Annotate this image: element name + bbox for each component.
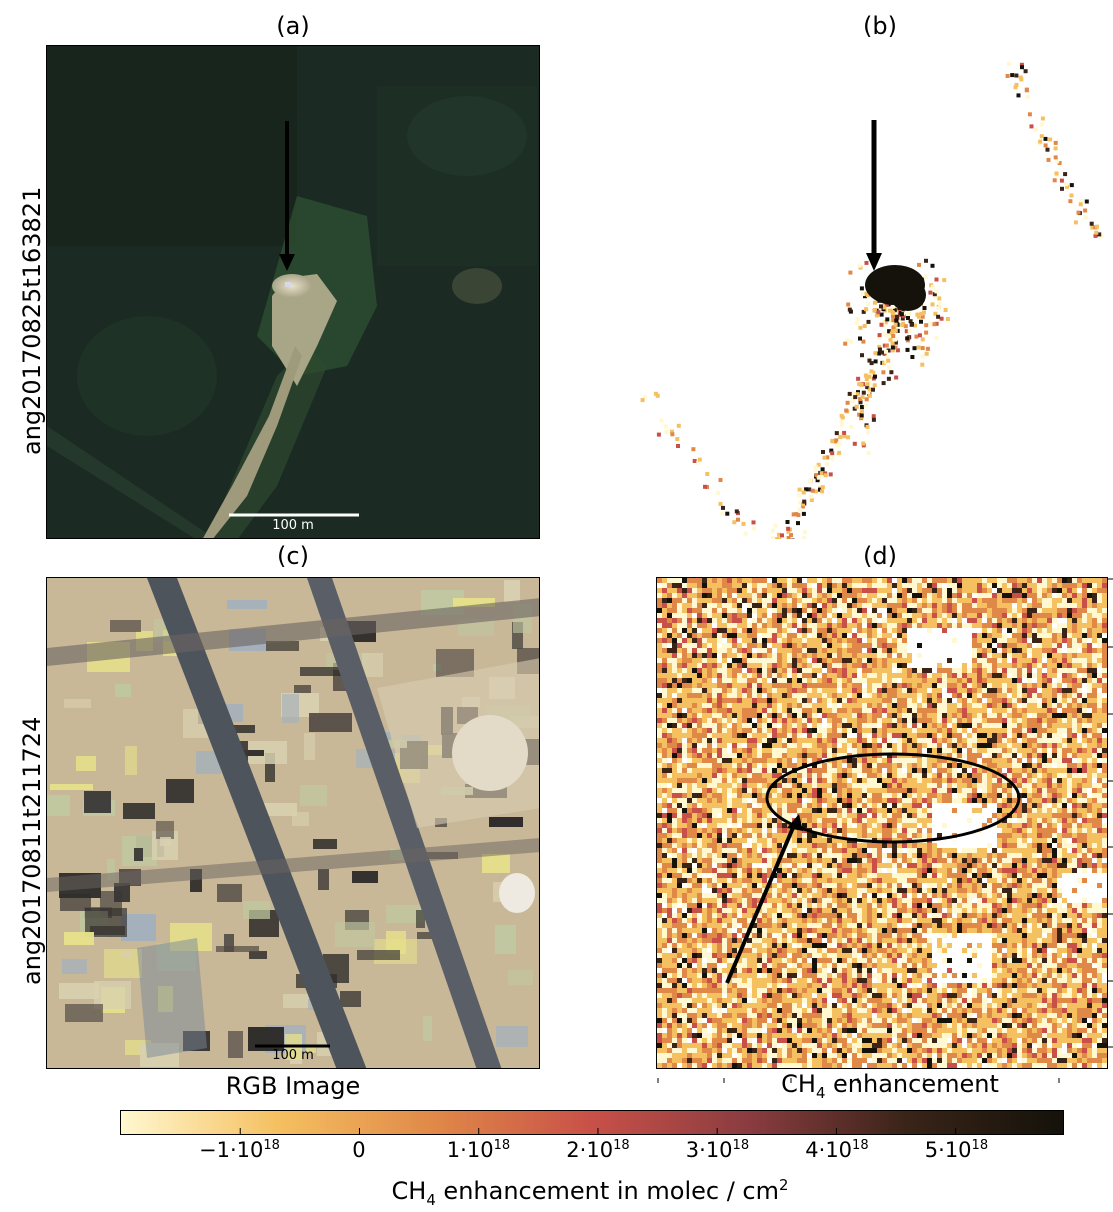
colorbar-tick-label: 2·1018 — [566, 1138, 630, 1162]
panel-b-ch4-map — [633, 45, 1113, 539]
colorbar-tick-label: −1·1018 — [199, 1138, 280, 1162]
scale-bar-label-a: 100 m — [272, 518, 314, 533]
industrial-scene — [47, 578, 539, 1068]
panel-a-rgb-image: 100 m — [46, 45, 540, 539]
panel-c-rgb-image: 100 m — [46, 577, 540, 1069]
panel-d-bottom-ticks — [656, 1069, 1108, 1083]
panel-c-label: (c) — [277, 542, 309, 570]
ch4-plume-sparse — [640, 61, 1104, 539]
panel-b-label: (b) — [863, 12, 897, 40]
colorbar — [120, 1110, 1064, 1135]
row-label-top: ang20170825t163821 — [18, 186, 46, 455]
panel-d-right-ticks — [1108, 577, 1113, 1069]
ch4-xlabel-suffix: enhancement — [825, 1070, 999, 1098]
colorbar-label-sup: 2 — [779, 1176, 789, 1194]
colorbar-label: CH4 enhancement in molec / cm2 — [250, 1176, 930, 1209]
scale-bar-label-c: 100 m — [272, 1048, 314, 1063]
row-label-bottom: ang20170811t211724 — [18, 716, 46, 985]
colorbar-tick-label: 4·1018 — [805, 1138, 869, 1162]
ch4-xlabel: CH4 enhancement — [730, 1070, 1050, 1102]
panel-d-ch4-map — [656, 577, 1108, 1069]
panel-a-label: (a) — [276, 12, 310, 40]
rgb-xlabel: RGB Image — [225, 1072, 361, 1100]
colorbar-tick-label: 3·1018 — [685, 1138, 750, 1162]
colorbar-tick-label: 0 — [352, 1138, 366, 1162]
ch4-xlabel-prefix: CH — [781, 1070, 816, 1098]
forest-scene — [47, 46, 539, 538]
plume-ellipse — [765, 752, 1021, 844]
ch4-plume-dense — [657, 578, 1107, 1068]
colorbar-label-mid: enhancement in molec / cm — [435, 1177, 780, 1205]
ch4-xlabel-sub: 4 — [815, 1083, 826, 1102]
panel-d-label: (d) — [863, 542, 897, 570]
colorbar-label-prefix: CH — [391, 1177, 427, 1205]
colorbar-label-sub: 4 — [426, 1190, 436, 1209]
colorbar-tick-label: 5·1018 — [924, 1138, 989, 1162]
colorbar-tick-label: 1·1018 — [446, 1138, 511, 1162]
